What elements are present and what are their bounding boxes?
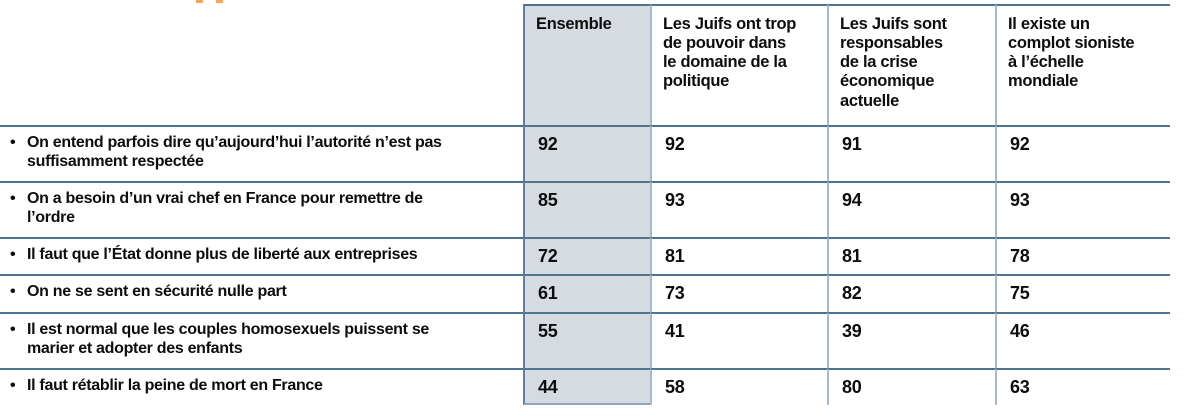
value-cell: 46 [995,312,1170,368]
value-cell: 58 [650,368,827,405]
value-cell: 82 [827,274,995,312]
value-cell: 61 [523,274,650,312]
column-header-pouvoir-politique: Les Juifs ont trop de pouvoir dans le do… [650,4,827,125]
value-cell: 92 [995,125,1170,181]
value-cell: 39 [827,312,995,368]
row-label-text: Il faut rétablir la peine de mort en Fra… [27,377,323,394]
column-header-complot-sioniste: Il existe un complot sioniste à l’échell… [995,4,1170,125]
bullet-icon: • [10,190,16,207]
value-cell: 75 [995,274,1170,312]
corner-cell [0,4,523,125]
cropped-text-remnant [216,0,223,3]
value-cell: 93 [650,181,827,237]
value-cell: 93 [995,181,1170,237]
row-label: • Il faut rétablir la peine de mort en F… [0,368,523,405]
value-cell: 94 [827,181,995,237]
survey-table: Ensemble Les Juifs ont trop de pouvoir d… [0,4,1170,405]
row-label: • On ne se sent en sécurité nulle part [0,274,523,312]
value-cell: 44 [523,368,650,405]
row-label: • Il faut que l’État donne plus de liber… [0,237,523,274]
row-label-text: On a besoin d’un vrai chef en France pou… [27,190,423,227]
value-cell: 78 [995,237,1170,274]
cropped-text-remnant [196,0,203,3]
value-cell: 92 [650,125,827,181]
row-label-text: On ne se sent en sécurité nulle part [27,283,287,300]
value-cell: 73 [650,274,827,312]
row-label: • On entend parfois dire qu’aujourd’hui … [0,125,523,181]
value-cell: 72 [523,237,650,274]
value-cell: 85 [523,181,650,237]
value-cell: 81 [827,237,995,274]
row-label: • On a besoin d’un vrai chef en France p… [0,181,523,237]
bullet-icon: • [10,246,16,263]
bullet-icon: • [10,283,16,300]
value-cell: 81 [650,237,827,274]
value-cell: 55 [523,312,650,368]
value-cell: 80 [827,368,995,405]
column-header-ensemble: Ensemble [523,4,650,125]
row-label-text: On entend parfois dire qu’aujourd’hui l’… [27,134,442,171]
row-label-text: Il faut que l’État donne plus de liberté… [27,246,418,263]
column-header-crise-economique: Les Juifs sont responsables de la crise … [827,4,995,125]
value-cell: 41 [650,312,827,368]
value-cell: 92 [523,125,650,181]
bullet-icon: • [10,377,16,394]
value-cell: 91 [827,125,995,181]
value-cell: 63 [995,368,1170,405]
row-label: • Il est normal que les couples homosexu… [0,312,523,368]
row-label-text: Il est normal que les couples homosexuel… [27,321,430,358]
bullet-icon: • [10,134,16,151]
bullet-icon: • [10,321,16,338]
